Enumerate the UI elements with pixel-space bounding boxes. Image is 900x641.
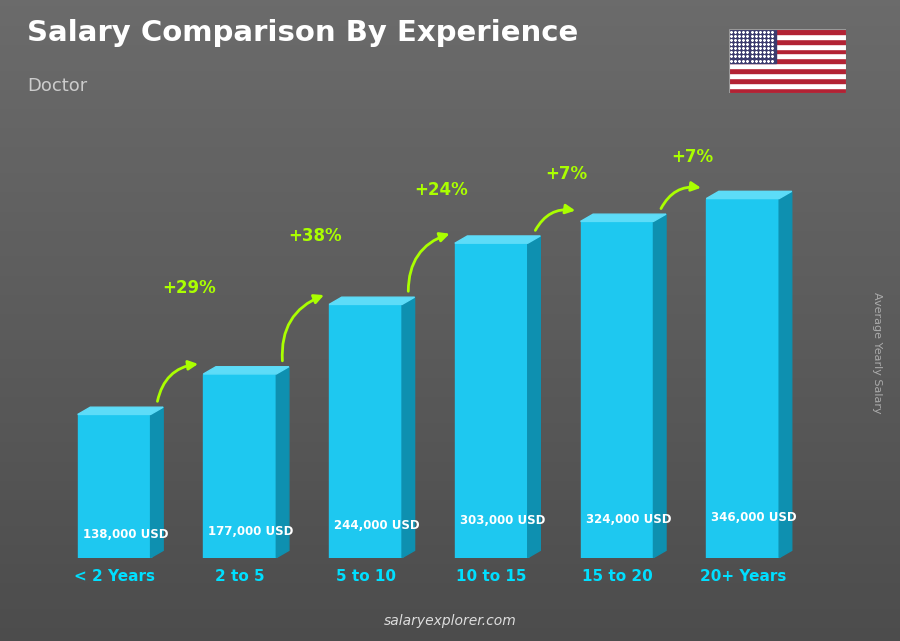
Text: 244,000 USD: 244,000 USD <box>334 519 419 532</box>
Polygon shape <box>276 367 289 558</box>
Bar <box>77 415 150 558</box>
Bar <box>203 374 276 558</box>
Bar <box>729 88 846 93</box>
Text: +7%: +7% <box>545 165 588 183</box>
Bar <box>729 78 846 83</box>
Text: +29%: +29% <box>163 279 216 297</box>
Bar <box>729 73 846 78</box>
Bar <box>580 221 653 558</box>
Polygon shape <box>77 407 163 415</box>
Text: salaryexplorer.com: salaryexplorer.com <box>383 614 517 628</box>
Bar <box>729 29 846 34</box>
Bar <box>729 49 846 53</box>
Polygon shape <box>580 214 666 221</box>
Bar <box>729 34 846 38</box>
Bar <box>729 83 846 88</box>
Bar <box>729 69 846 73</box>
Text: +7%: +7% <box>671 147 714 165</box>
Polygon shape <box>402 297 415 558</box>
Bar <box>706 199 779 558</box>
Bar <box>729 53 846 58</box>
Polygon shape <box>706 191 792 199</box>
Polygon shape <box>150 407 163 558</box>
Bar <box>729 63 846 69</box>
Text: Doctor: Doctor <box>27 77 87 95</box>
Text: 324,000 USD: 324,000 USD <box>586 513 671 526</box>
Bar <box>729 29 776 63</box>
Polygon shape <box>653 214 666 558</box>
Text: 177,000 USD: 177,000 USD <box>209 525 293 538</box>
Bar <box>729 44 846 49</box>
Text: 138,000 USD: 138,000 USD <box>83 528 168 541</box>
Polygon shape <box>454 236 540 243</box>
Polygon shape <box>527 236 540 558</box>
Bar <box>454 243 527 558</box>
Polygon shape <box>203 367 289 374</box>
Text: +24%: +24% <box>414 181 468 199</box>
Text: 303,000 USD: 303,000 USD <box>460 514 545 528</box>
Text: 346,000 USD: 346,000 USD <box>711 511 796 524</box>
Bar <box>729 38 846 44</box>
Text: Salary Comparison By Experience: Salary Comparison By Experience <box>27 19 578 47</box>
Bar <box>329 304 402 558</box>
Polygon shape <box>779 191 792 558</box>
Polygon shape <box>329 297 415 304</box>
Bar <box>729 58 846 63</box>
Text: Average Yearly Salary: Average Yearly Salary <box>872 292 883 413</box>
Text: +38%: +38% <box>289 227 342 245</box>
